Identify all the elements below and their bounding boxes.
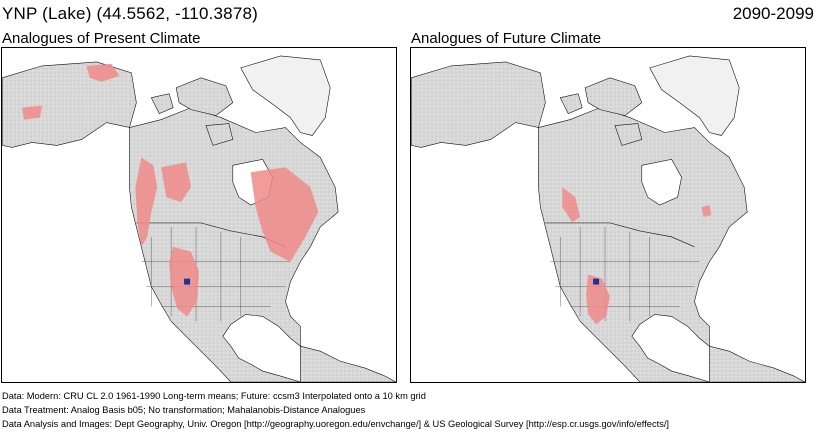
central-america-land (300, 345, 396, 382)
north-america-land (538, 107, 748, 382)
future-climate-map (410, 47, 806, 383)
future-map-svg (411, 55, 805, 382)
central-america-land (709, 345, 805, 382)
analogue-area-north (161, 162, 192, 203)
data-notes: Data: Modern: CRU CL 2.0 1961-1990 Long-… (2, 389, 669, 431)
alaska-land (2, 61, 137, 148)
site-title: YNP (Lake) (44.5562, -110.3878) (2, 4, 259, 23)
greenland-land (649, 55, 740, 136)
site-marker (593, 278, 600, 285)
data-source-line: Data: Modern: CRU CL 2.0 1961-1990 Long-… (2, 391, 426, 401)
present-map-svg (2, 55, 396, 382)
us-canada-border (545, 222, 695, 248)
data-analysis-line: Data Analysis and Images: Dept Geography… (2, 419, 670, 429)
hudson-bay (641, 158, 682, 206)
present-panel-label: Analogues of Present Climate (2, 30, 201, 47)
greenland-land (240, 55, 331, 136)
analogue-area-alaska (22, 63, 120, 120)
analogue-area-westcoast (135, 157, 158, 247)
north-america-land (129, 107, 339, 382)
analogue-area-east (701, 205, 712, 217)
alaska-land (411, 61, 546, 148)
site-marker (184, 278, 191, 285)
analogue-area-east (250, 167, 319, 262)
analogue-area-plains-north (562, 187, 581, 222)
arctic-islands (559, 77, 643, 146)
future-panel-label: Analogues of Future Climate (411, 30, 602, 47)
analogue-area-rockies (586, 274, 610, 325)
arctic-islands (150, 77, 234, 146)
data-treatment-line: Data Treatment: Analog Basis b05; No tra… (2, 405, 366, 415)
state-borders (550, 226, 700, 322)
present-climate-map (1, 47, 397, 383)
time-period: 2090-2099 (732, 4, 814, 23)
